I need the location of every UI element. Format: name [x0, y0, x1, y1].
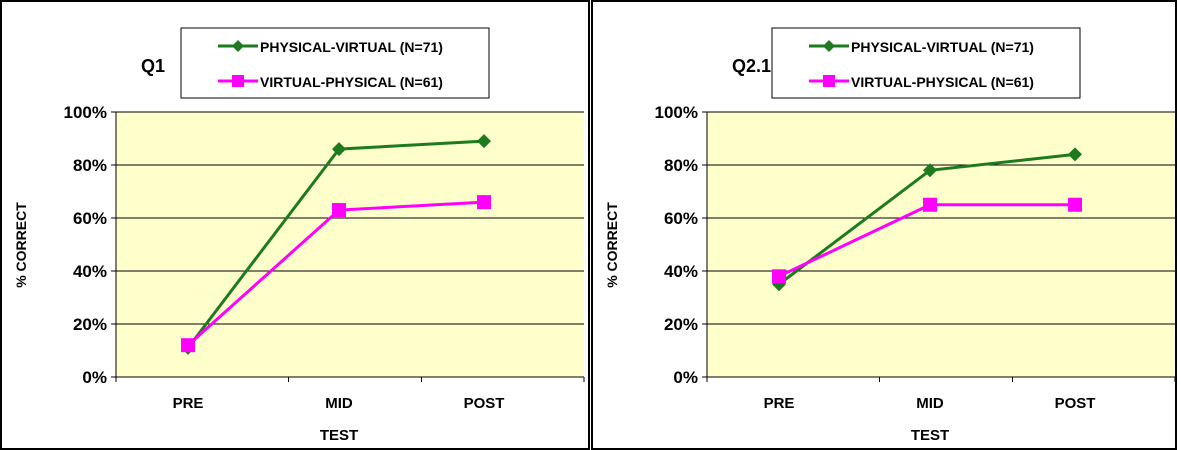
- chart-panel-q2-1: 0% 20% 40% 60% 80% 100% PRE MID POST TEST % CORREC…: [591, 0, 1181, 450]
- chart-panel-q1: 0% 20% 40% 60% 80% 100% PRE MID POST TEST % CORREC…: [0, 0, 590, 450]
- y-tick-label: 0%: [82, 368, 107, 387]
- x-tick-label: PRE: [764, 395, 795, 412]
- legend-marker: [232, 75, 244, 87]
- data-point: [181, 338, 195, 353]
- legend-label: VIRTUAL-PHYSICAL (N=61): [260, 74, 443, 90]
- x-axis-title: TEST: [911, 427, 949, 444]
- x-axis-title: TEST: [320, 427, 358, 444]
- x-tick-label: POST: [1055, 395, 1096, 412]
- y-tick-label: 40%: [73, 262, 107, 281]
- chart-title: Q2.1: [732, 56, 771, 76]
- legend-label: VIRTUAL-PHYSICAL (N=61): [851, 74, 1034, 90]
- y-tick-label: 20%: [664, 315, 698, 334]
- y-tick-label: 20%: [73, 315, 107, 334]
- y-tick-label: 80%: [73, 156, 107, 175]
- y-tick-label: 80%: [664, 156, 698, 175]
- chart-svg: 0% 20% 40% 60% 80% 100% PRE MID POST TEST % CORREC…: [591, 0, 1177, 450]
- legend-marker: [232, 40, 244, 52]
- legend-label: PHYSICAL-VIRTUAL (N=71): [851, 39, 1034, 55]
- data-point: [1068, 147, 1082, 162]
- data-point: [1068, 197, 1082, 212]
- x-tick-label: PRE: [173, 395, 204, 412]
- data-point: [477, 195, 491, 210]
- y-axis-title: % CORRECT: [13, 202, 29, 288]
- y-axis-title: % CORRECT: [604, 202, 620, 288]
- legend-box: [180, 27, 490, 99]
- data-point: [923, 163, 937, 178]
- data-point: [772, 269, 786, 284]
- x-tick-label: POST: [464, 395, 505, 412]
- y-tick-label: 100%: [64, 103, 107, 122]
- legend-marker: [823, 75, 835, 87]
- legend-marker: [823, 40, 835, 52]
- data-point: [477, 134, 491, 149]
- data-point: [332, 142, 346, 157]
- y-tick-label: 0%: [673, 368, 698, 387]
- legend-label: PHYSICAL-VIRTUAL (N=71): [260, 39, 443, 55]
- y-tick-label: 60%: [73, 209, 107, 228]
- chart-svg: 0% 20% 40% 60% 80% 100% PRE MID POST TEST % CORREC…: [0, 0, 590, 450]
- plot-area: [707, 112, 1175, 377]
- chart-title: Q1: [141, 56, 165, 76]
- x-tick-label: MID: [325, 395, 353, 412]
- y-tick-label: 40%: [664, 262, 698, 281]
- y-tick-label: 60%: [664, 209, 698, 228]
- plot-area: [116, 112, 584, 377]
- x-tick-label: MID: [916, 395, 944, 412]
- data-point: [332, 203, 346, 218]
- data-point: [923, 197, 937, 212]
- y-tick-label: 100%: [655, 103, 698, 122]
